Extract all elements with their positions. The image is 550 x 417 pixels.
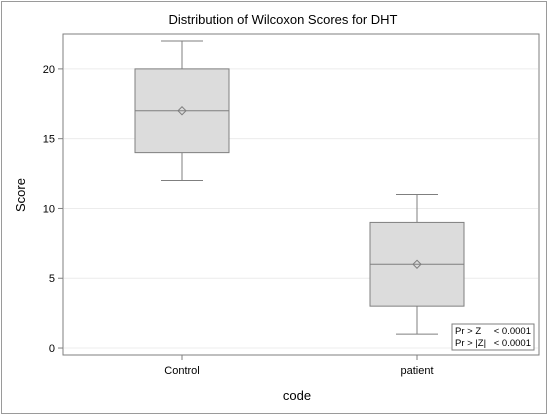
y-tick-label: 15 [43, 134, 55, 146]
inset-box [451, 323, 535, 351]
box-control [134, 40, 230, 182]
y-axis: 0 5 10 15 20 [43, 64, 63, 355]
y-tick-label: 20 [43, 64, 55, 76]
stat-inset: Pr > Z < 0.0001 Pr > |Z| < 0.0001 [451, 323, 535, 351]
y-axis-label: Score [13, 178, 28, 212]
x-tick-label: patient [400, 365, 433, 377]
inset-row-label: Pr > |Z| [455, 338, 486, 349]
mean-marker [177, 106, 187, 116]
x-tick-label: Control [164, 365, 199, 377]
y-tick-label: 10 [43, 203, 55, 215]
x-axis-label: code [283, 388, 311, 403]
y-tick-label: 5 [49, 273, 55, 285]
plot-area [62, 33, 540, 356]
inset-row-value: < 0.0001 [494, 338, 531, 349]
inset-row-label: Pr > Z [455, 326, 481, 337]
inset-row-value: < 0.0001 [494, 326, 531, 337]
x-axis: Control patient [164, 355, 434, 377]
box-plots [134, 40, 465, 335]
y-tick-label: 0 [49, 343, 55, 355]
chart-title: Distribution of Wilcoxon Scores for DHT [168, 12, 397, 27]
box-patient [369, 194, 465, 335]
mean-marker [412, 259, 422, 269]
